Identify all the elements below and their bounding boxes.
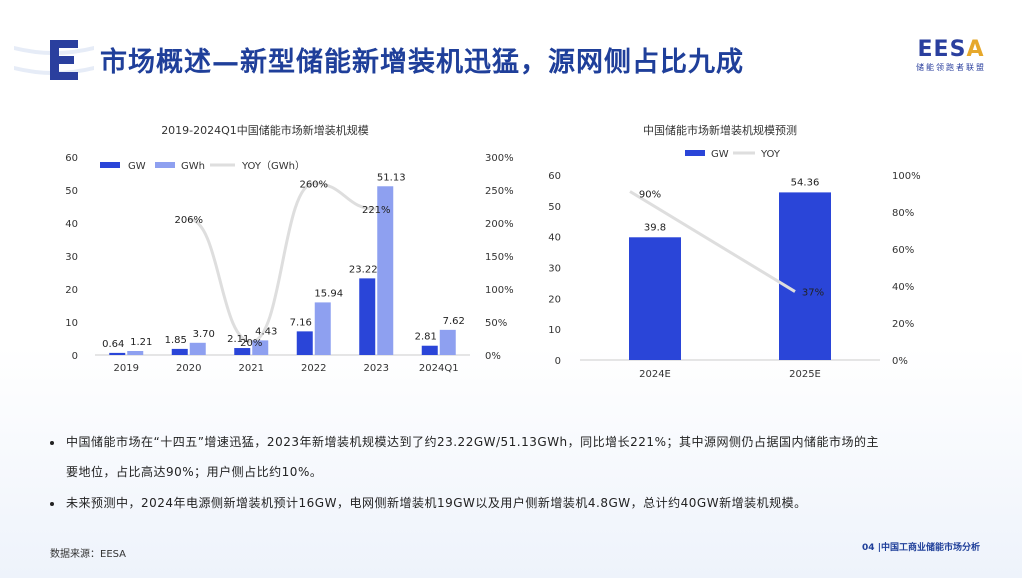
chart1-data-label: 15.94 [314, 288, 343, 299]
chart1-ytick: 30 [65, 252, 78, 263]
note-1: 中国储能市场在“十四五”增速迅猛，2023年新增装机规模达到了约23.22GW/… [50, 433, 879, 450]
chart2-ytick: 10 [548, 325, 561, 336]
chart1-bar-gw [421, 345, 438, 355]
chart2-yoy-line [629, 190, 796, 293]
chart2-ytick: 50 [548, 202, 561, 213]
chart2-xtick: 2024E [639, 369, 671, 380]
chart1-bar-gw [171, 348, 188, 355]
eesa-e-logo-icon [14, 40, 94, 80]
chart2-bar-gw [779, 192, 831, 360]
chart1-xtick: 2020 [176, 363, 201, 374]
chart1-data-label: 0.64 [102, 339, 124, 350]
chart1-data-label: 7.62 [443, 316, 465, 327]
chart1-xtick: 2023 [364, 363, 389, 374]
chart1-ytick: 60 [65, 153, 78, 164]
chart1-bar-gwh [252, 340, 269, 355]
chart1-ytick: 40 [65, 219, 78, 230]
chart1-data-label: 2.81 [415, 332, 437, 343]
chart1-bar-gwh [189, 342, 206, 355]
chart1-y2tick: 50% [485, 318, 507, 329]
chart-installed-capacity: 2019-2024Q1中国储能市场新增装机规模 0 10 20 30 40 50 60 0% 50… [65, 123, 514, 374]
chart1-yoy-label: 260% [299, 179, 328, 190]
chart2-ytick: 20 [548, 294, 561, 305]
chart2-y2tick: 0% [892, 356, 908, 367]
chart1-legend-gw: GW [128, 161, 146, 172]
note-1-text: 中国储能市场在“十四五”增速迅猛，2023年新增装机规模达到了约23.22GW/… [66, 435, 879, 449]
chart1-bar-gw [109, 352, 126, 355]
chart1-bar-gwh [127, 351, 144, 355]
chart1-xtick: 2021 [239, 363, 264, 374]
chart2-ytick: 60 [548, 171, 561, 182]
chart1-yoy-label: 221% [362, 205, 391, 216]
chart1-data-label: 2.11 [227, 334, 249, 345]
chart1-data-label: 1.85 [165, 335, 187, 346]
chart2-legend-gw: GW [711, 149, 729, 160]
chart1-data-label: 7.16 [290, 317, 312, 328]
chart1-legend-yoy: YOY（GWh） [241, 160, 305, 172]
chart2-data-label: 54.36 [791, 177, 820, 188]
chart1-bar-gwh [439, 329, 456, 355]
chart1-y2tick: 250% [485, 186, 514, 197]
chart1-data-label: 23.22 [349, 264, 378, 275]
chart1-bar-gwh [314, 302, 331, 355]
chart2-y2tick: 60% [892, 245, 914, 256]
chart1-y2tick: 150% [485, 252, 514, 263]
chart1-legend-gw-swatch [100, 162, 120, 168]
note-1-cont: 要地位，占比高达90%；用户侧占比约10%。 [66, 465, 323, 479]
chart2-yoy-label: 90% [639, 190, 661, 201]
chart1-bar-gw [359, 278, 376, 355]
chart1-bar-gwh [377, 186, 394, 355]
chart1-ytick: 0 [72, 351, 78, 362]
source-note: 数据来源：EESA [50, 549, 127, 560]
chart1-xtick: 2019 [114, 363, 139, 374]
chart1-yoy-label: 20% [240, 338, 262, 349]
chart1-y2tick: 300% [485, 153, 514, 164]
chart2-y2tick: 100% [892, 171, 921, 182]
chart1-legend-gwh-swatch [155, 162, 175, 168]
chart2-legend-yoy: YOY [760, 149, 781, 160]
chart2-y2tick: 20% [892, 319, 914, 330]
chart2-y2tick: 80% [892, 208, 914, 219]
chart2-ytick: 40 [548, 233, 561, 244]
chart2-y2tick: 40% [892, 282, 914, 293]
chart1-data-label: 3.70 [193, 329, 215, 340]
chart1-ytick: 20 [65, 285, 78, 296]
chart1-yoy-label: 206% [174, 215, 203, 226]
note-2: 未来预测中，2024年电源侧新增装机预计16GW，电网侧新增装机19GW以及用户… [50, 494, 807, 511]
chart1-y2tick: 0% [485, 351, 501, 362]
chart1-bar-gw [296, 331, 313, 355]
chart1-ytick: 10 [65, 318, 78, 329]
chart1-bar-gw [234, 348, 251, 355]
chart1-data-label: 1.21 [130, 337, 152, 348]
chart2-bar-gw [629, 237, 681, 360]
chart1-y2tick: 100% [485, 285, 514, 296]
eesa-brand-logo: EESA 储能领跑者联盟 [916, 38, 986, 73]
page-title: 市场概述—新型储能新增装机迅猛，源网侧占比九成 [100, 47, 744, 78]
chart2-ytick: 30 [548, 264, 561, 275]
chart2-legend-gw-swatch [685, 150, 705, 156]
chart1-y2tick: 200% [485, 219, 514, 230]
chart2-xtick: 2025E [789, 369, 821, 380]
chart1-xtick: 2024Q1 [419, 363, 459, 374]
chart1-xtick: 2022 [301, 363, 326, 374]
chart1-yoy-line [188, 181, 377, 344]
chart1-title: 2019-2024Q1中国储能市场新增装机规模 [161, 123, 369, 137]
note-2-text: 未来预测中，2024年电源侧新增装机预计16GW，电网侧新增装机19GW以及用户… [66, 496, 807, 510]
brand-mark: EESA [917, 37, 985, 62]
chart2-title: 中国储能市场新增装机规模预测 [643, 123, 797, 137]
chart1-data-label: 4.43 [255, 326, 277, 337]
page-number: 04 |中国工商业储能市场分析 [862, 543, 980, 553]
chart-capacity-forecast: 中国储能市场新增装机规模预测 0 10 20 30 40 50 60 0% 20% 40% 60% 80… [548, 123, 921, 380]
brand-subtitle: 储能领跑者联盟 [916, 63, 986, 72]
chart1-legend-gwh: GWh [181, 161, 205, 172]
chart1-data-label: 51.13 [377, 172, 406, 183]
chart2-data-label: 39.8 [644, 222, 666, 233]
chart1-ytick: 50 [65, 186, 78, 197]
chart2-yoy-label: 37% [802, 288, 824, 299]
chart2-ytick: 0 [555, 356, 561, 367]
